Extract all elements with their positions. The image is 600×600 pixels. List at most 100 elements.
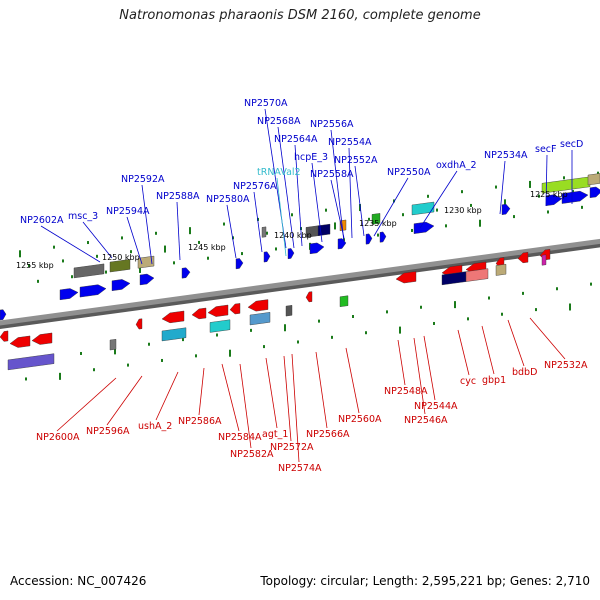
forward-gene-arrow <box>561 190 589 204</box>
reverse-gene-arrow <box>395 271 417 284</box>
reverse-label-leader <box>155 371 179 421</box>
forward-gene-label: NP2564A <box>274 134 318 145</box>
forward-gene-arrow <box>59 288 79 301</box>
forward-label-leader <box>253 191 263 253</box>
forward-label-leader <box>176 201 181 261</box>
reverse-gene-box <box>465 268 489 282</box>
reverse-gene-label: NP2584A <box>218 432 262 443</box>
forward-gene-label: NP2576A <box>233 181 277 192</box>
reverse-label-leader <box>481 325 495 375</box>
reverse-label-leader <box>529 317 566 360</box>
reverse-gene-label: NP2532A <box>544 360 588 371</box>
forward-gene-label: NP2552A <box>334 155 378 166</box>
label-layer: 1255 kbp 1250 kbp 1245 kbp 1240 kbp 1235 kbp… <box>16 98 588 474</box>
reverse-gene-arrow <box>305 291 313 303</box>
reverse-gene-box <box>285 305 293 317</box>
reverse-label-leader <box>315 351 328 429</box>
forward-gene-box <box>541 176 591 194</box>
forward-gene-label: NP2556A <box>310 119 354 130</box>
forward-label-leader <box>545 154 548 207</box>
forward-gene-box <box>261 226 267 238</box>
forward-gene-box <box>137 255 155 269</box>
forward-gene-box <box>587 173 600 186</box>
reverse-gene-box <box>109 338 117 351</box>
reverse-label-leader <box>413 337 426 415</box>
scale-label: 1225 kbp <box>530 190 568 199</box>
reverse-gene-label: NP2600A <box>36 432 80 443</box>
forward-label-leader <box>499 160 506 215</box>
reverse-gene-arrow <box>247 299 269 312</box>
forward-gene-label: NP2588A <box>156 191 200 202</box>
reverse-label-leader <box>283 355 292 442</box>
forward-gene-box <box>109 259 131 273</box>
reverse-gene-label: NP2574A <box>278 463 322 474</box>
reverse-gene-arrow <box>517 251 529 264</box>
reverse-gene-label: NP2546A <box>404 415 448 426</box>
forward-gene-arrow <box>235 258 244 270</box>
reverse-gene-label: cyc <box>460 376 476 387</box>
forward-gene-label: NP2534A <box>484 150 528 161</box>
forward-gene-arrow <box>181 267 191 279</box>
forward-gene-arrow <box>501 203 511 215</box>
reverse-gene-arrow <box>0 330 9 342</box>
reverse-label-leader <box>507 319 525 367</box>
reverse-gene-box <box>339 295 349 307</box>
reverse-gene-arrow <box>229 303 241 315</box>
reverse-gene-arrow <box>31 332 53 345</box>
forward-gene-label: NP2554A <box>328 137 372 148</box>
reverse-gene-box <box>161 327 187 342</box>
page-title: Natronomonas pharaonis DSM 2160, complet… <box>119 8 481 23</box>
forward-label-leader <box>330 129 345 243</box>
scale-label: 1230 kbp <box>444 206 482 215</box>
accession-text: Accession: NC_007426 <box>10 574 147 588</box>
reverse-label-leader <box>239 363 252 449</box>
leader-layer <box>40 108 573 463</box>
scale-label: 1235 kbp <box>359 219 397 228</box>
forward-gene-arrow <box>263 251 271 263</box>
reverse-label-leader <box>198 367 205 416</box>
forward-gene-label: NP2592A <box>121 174 165 185</box>
reverse-gene-label: NP2560A <box>338 414 382 425</box>
reverse-gene-label: ushA_2 <box>138 421 172 432</box>
forward-gene-arrow <box>413 221 435 234</box>
forward-gene-label: oxdhA_2 <box>436 160 477 171</box>
reverse-gene-box <box>7 353 55 371</box>
reverse-gene-arrow <box>161 310 185 324</box>
forward-gene-box <box>371 213 381 225</box>
forward-label-leader <box>126 216 143 265</box>
forward-gene-arrow <box>309 242 325 255</box>
forward-label-leader <box>82 221 113 259</box>
reverse-gene-arrow <box>9 335 31 348</box>
forward-label-leader <box>419 170 458 229</box>
forward-gene-label: NP2570A <box>244 98 288 109</box>
genome-backbone <box>0 238 600 326</box>
forward-gene-label: msc_3 <box>68 211 98 222</box>
reverse-gene-arrow <box>135 318 143 330</box>
scale-label: 1250 kbp <box>102 253 140 262</box>
reverse-label-leader <box>221 363 240 432</box>
forward-gene-arrow <box>0 309 7 321</box>
forward-gene-box <box>73 263 105 279</box>
reverse-gene-label: NP2596A <box>86 426 130 437</box>
forward-gene-box <box>411 201 435 216</box>
forward-gene-arrow <box>287 248 295 260</box>
forward-gene-label: NP2568A <box>257 116 301 127</box>
reverse-label-leader <box>106 375 143 426</box>
backbone-layer <box>0 238 600 330</box>
rna-label-leader <box>276 177 287 257</box>
forward-label-leader <box>354 165 365 237</box>
forward-label-leader <box>226 204 237 259</box>
reverse-gene-label: gbp1 <box>482 375 506 386</box>
reverse-gene-label: NP2548A <box>384 386 428 397</box>
forward-label-leader <box>294 144 303 247</box>
reverse-gene-label: NP2572A <box>270 442 314 453</box>
forward-gene-arrow <box>111 279 131 291</box>
rna-gene-label: tRNAVal2 <box>257 167 301 178</box>
forward-gene-arrow <box>79 284 107 298</box>
forward-gene-label: NP2580A <box>206 194 250 205</box>
reverse-gene-label: NP2586A <box>178 416 222 427</box>
reverse-gene-box <box>249 312 271 326</box>
genome-summary-text: Topology: circular; Length: 2,595,221 bp… <box>260 574 590 588</box>
